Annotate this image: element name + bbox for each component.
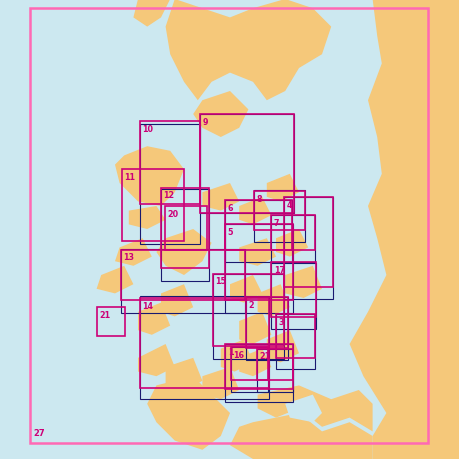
Polygon shape [202,184,239,211]
Polygon shape [202,367,239,399]
Bar [253,191,304,242]
Bar [230,347,267,380]
Bar [164,207,207,250]
Text: 5: 5 [227,228,233,237]
Text: 27: 27 [34,428,45,437]
Text: 16: 16 [233,350,244,359]
Bar [96,308,125,336]
Bar [225,225,293,313]
Bar [284,197,332,299]
Bar [120,250,244,313]
Polygon shape [275,230,308,257]
Bar [140,122,200,204]
Bar [212,274,283,359]
Bar [140,125,200,244]
Polygon shape [257,386,372,431]
Polygon shape [133,0,170,28]
Text: 14: 14 [142,301,153,310]
Text: 15: 15 [214,277,225,286]
Text: 21: 21 [258,352,269,361]
Polygon shape [220,340,252,372]
Text: 10: 10 [142,124,153,134]
Bar [253,191,304,230]
Bar [212,274,283,347]
Text: 1: 1 [227,347,233,356]
Polygon shape [193,92,248,138]
Polygon shape [138,344,174,376]
Polygon shape [230,413,372,459]
Text: 4: 4 [286,200,291,209]
Polygon shape [266,330,298,363]
Bar [230,347,267,392]
Bar [256,349,292,392]
Text: 3: 3 [278,317,283,326]
Bar [225,201,291,263]
Bar [225,344,293,389]
Bar [161,189,209,281]
Polygon shape [285,266,321,298]
Polygon shape [129,207,165,230]
Polygon shape [147,376,230,450]
Bar [256,349,292,380]
Bar [275,314,314,358]
Polygon shape [230,275,262,303]
Polygon shape [156,230,211,275]
Text: 8: 8 [256,194,261,203]
Bar [271,216,314,263]
Bar [30,9,427,443]
Polygon shape [138,303,170,335]
Bar [161,188,209,269]
Bar [122,170,184,241]
Bar [246,297,288,348]
Polygon shape [115,147,184,207]
Bar [120,250,244,301]
Text: 2: 2 [248,300,253,309]
Text: 6: 6 [227,203,233,213]
Polygon shape [165,358,202,390]
Bar [200,115,294,213]
Polygon shape [349,0,459,459]
Bar [284,197,332,287]
Bar [246,297,288,360]
Polygon shape [239,349,271,376]
Polygon shape [161,285,193,317]
Text: 20: 20 [167,209,178,218]
Text: 11: 11 [124,173,135,182]
Text: 9: 9 [202,118,207,127]
Bar [275,314,314,369]
Bar [271,216,314,250]
Bar [140,296,269,399]
Bar [271,263,316,318]
Bar [225,225,293,301]
Bar [225,201,291,250]
Polygon shape [266,174,298,202]
Polygon shape [115,239,151,266]
Polygon shape [239,197,271,225]
Text: 21: 21 [99,310,110,319]
Bar [271,263,316,330]
Text: 7: 7 [273,218,279,228]
Polygon shape [239,239,275,266]
Bar [140,298,269,388]
Polygon shape [257,285,289,317]
Polygon shape [285,395,321,422]
Polygon shape [96,266,133,294]
Text: 13: 13 [123,253,134,262]
Bar [200,115,294,213]
Polygon shape [239,312,271,344]
Polygon shape [165,0,330,101]
Text: 17: 17 [273,265,284,274]
Bar [225,344,293,402]
Text: 12: 12 [163,191,174,200]
